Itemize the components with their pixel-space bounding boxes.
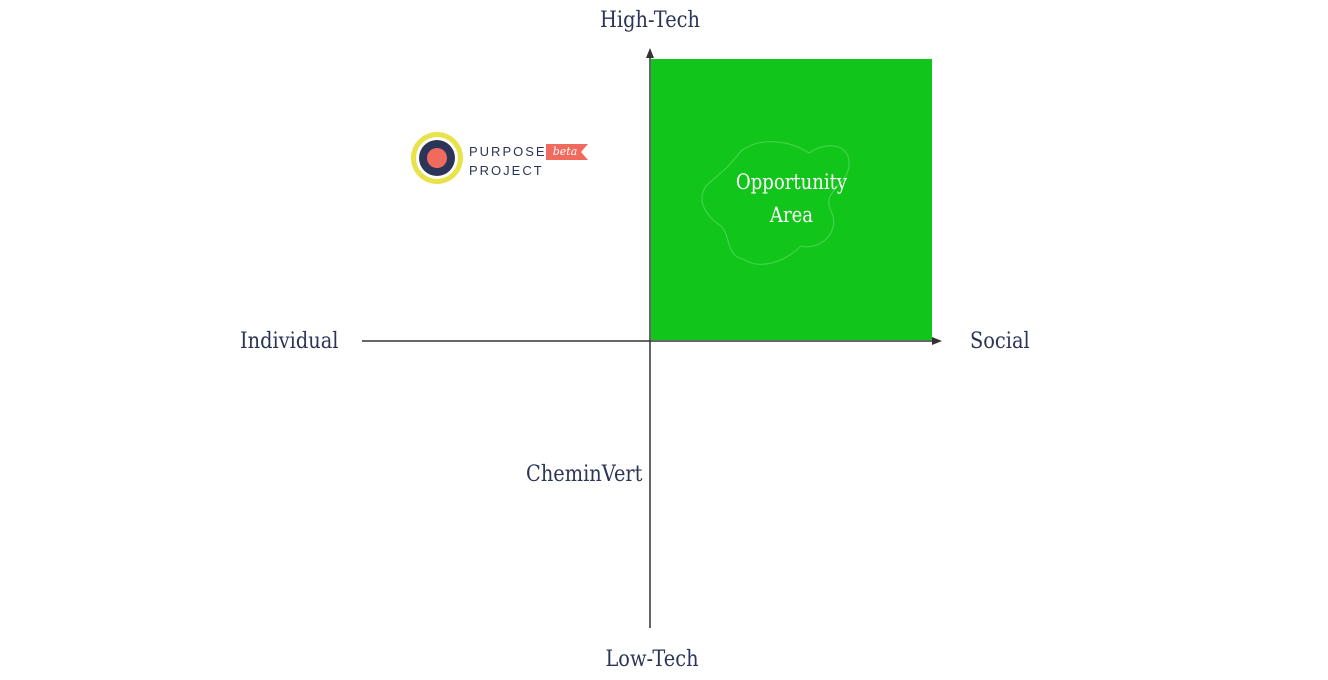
opportunity-label-line1: Opportunity [735,170,848,194]
purpose-project-logo: PURPOSE PROJECT beta [409,129,589,187]
axis-label-high-tech: High-Tech [600,8,700,33]
opportunity-quadrant: Opportunity Area [651,59,932,340]
axis-label-individual: Individual [240,329,339,354]
right-arrowhead [932,337,942,345]
opportunity-blob [701,141,850,265]
beta-badge: beta [552,145,578,158]
axis-label-social: Social [970,329,1030,354]
axis-label-low-tech: Low-Tech [605,647,699,672]
beta-ribbon-icon [546,144,588,160]
opportunity-label: Opportunity Area [671,166,913,232]
opportunity-label-line2: Area [769,203,814,227]
company-label: CheminVert [526,462,643,487]
logo-mark-icon [411,132,463,184]
logo-word-project: PROJECT [469,163,544,178]
logo-word-purpose: PURPOSE [469,144,547,159]
up-arrowhead [646,48,654,58]
